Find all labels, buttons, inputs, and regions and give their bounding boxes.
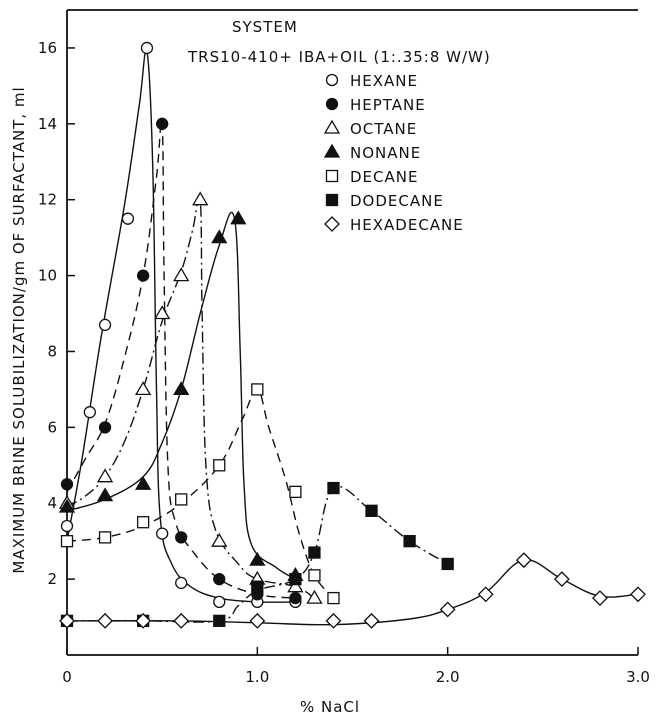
data-point-nonane [173, 381, 190, 396]
data-point-hexadecane [592, 590, 608, 607]
x-tick-label: 3.0 [626, 668, 650, 686]
legend-marker-decane [325, 169, 339, 183]
y-axis-label: MAXIMUM BRINE SOLUBILIZATION/gm OF SURFA… [10, 86, 28, 573]
data-point-dodecane [403, 535, 416, 548]
data-point-nonane [58, 498, 76, 513]
axes: 2 4 6 8 10 12 14 16 0 1.0 2.0 3.0 [38, 9, 650, 686]
data-point-nonane [96, 487, 114, 502]
legend-label-octane: OCTANE [350, 120, 417, 138]
legend-marker-hexadecane [324, 216, 340, 232]
data-point-hexadecane [439, 601, 456, 618]
data-point-octane [96, 468, 114, 483]
data-point-octane [135, 381, 152, 396]
legend-label-dodecane: DODECANE [350, 192, 444, 210]
data-point-hexane [60, 519, 74, 533]
data-point-hexane [140, 41, 154, 55]
y-tick-label: 12 [38, 191, 57, 209]
data-point-decane [136, 516, 150, 529]
data-point-hexadecane [553, 571, 570, 588]
legend-label-hexane: HEXANE [350, 72, 418, 90]
legend-label-nonane: NONANE [350, 144, 421, 162]
data-point-decane [98, 531, 112, 544]
series-line-nonane [66, 211, 296, 580]
x-tick-label: 2.0 [436, 668, 460, 686]
data-point-dodecane [327, 481, 340, 495]
data-point-decane [175, 493, 188, 506]
data-point-hexane [83, 406, 96, 419]
data-point-hexadecane [135, 612, 152, 629]
data-point-dodecane [308, 546, 321, 559]
y-tick-label: 8 [47, 342, 57, 360]
legend-marker-nonane [323, 143, 341, 158]
data-point-octane [154, 305, 171, 320]
series-line-hexane [66, 49, 296, 603]
data-point-decane [60, 535, 74, 548]
legend-label-hexadecane: HEXADECANE [350, 216, 464, 234]
data-point-decane [327, 591, 340, 605]
data-point-octane [192, 191, 209, 206]
data-point-hexane [98, 318, 112, 332]
legend-label-heptane: HEPTANE [350, 96, 426, 114]
legend-marker-octane [323, 119, 341, 134]
x-tick-label: 1.0 [245, 668, 269, 686]
data-point-hexadecane [363, 612, 380, 629]
data-point-hexadecane [477, 586, 494, 603]
data-point-dodecane [441, 557, 454, 571]
data-point-hexane [156, 527, 169, 540]
data-point-hexadecane [325, 612, 342, 629]
legend-label-decane: DECANE [350, 168, 418, 186]
legend-marker-dodecane [325, 193, 339, 207]
chart-title: SYSTEM [232, 18, 298, 36]
data-point-nonane [230, 210, 247, 225]
data-point-heptane [213, 572, 226, 586]
data-point-heptane [156, 117, 169, 130]
data-point-octane [211, 532, 228, 547]
data-point-heptane [98, 421, 112, 434]
data-point-decane [289, 485, 302, 499]
data-point-hexadecane [249, 612, 266, 629]
data-point-heptane [136, 269, 150, 282]
legend-marker-heptane [325, 97, 339, 111]
data-point-heptane [60, 478, 74, 491]
data-point-nonane [135, 475, 152, 490]
y-tick-label: 10 [38, 267, 57, 285]
data-point-decane [213, 459, 226, 472]
x-tick-label: 0 [62, 668, 72, 686]
data-point-decane [251, 383, 264, 396]
series-line-dodecane [66, 485, 449, 623]
y-tick-label: 2 [47, 570, 57, 588]
legend: HEXANE HEPTANE OCTANE NONANE DECANE DODECANE H… [323, 72, 464, 234]
data-point-hexane [175, 576, 188, 590]
data-point-hexadecane [173, 612, 190, 629]
data-point-dodecane [251, 580, 264, 593]
data-point-nonane [211, 229, 228, 244]
data-point-hexadecane [515, 552, 532, 569]
y-tick-label: 16 [38, 39, 57, 57]
legend-marker-hexane [325, 73, 339, 87]
y-tick-label: 6 [47, 418, 57, 436]
data-point-octane [287, 578, 304, 593]
x-axis-label: % NaCl [300, 698, 360, 716]
data-point-octane [173, 267, 190, 282]
data-point-dodecane [365, 504, 378, 517]
series-markers [58, 41, 646, 629]
chart-subtitle: TRS10-410+ IBA+OIL (1:.35:8 W/W) [187, 48, 491, 66]
data-point-dodecane [213, 614, 226, 628]
data-point-hexadecane [630, 586, 646, 603]
data-point-decane [308, 569, 321, 582]
data-point-heptane [175, 531, 188, 544]
data-point-nonane [249, 551, 266, 566]
series-line-hexadecane [66, 559, 639, 626]
y-tick-label: 4 [47, 494, 57, 512]
data-point-octane [306, 589, 323, 604]
series-line-heptane [66, 119, 296, 599]
data-point-hexadecane [97, 612, 113, 629]
data-point-hexadecane [59, 612, 75, 629]
data-point-heptane [289, 591, 302, 605]
data-point-hexane [213, 595, 226, 609]
data-point-hexane [121, 212, 135, 225]
y-tick-label: 14 [38, 115, 57, 133]
data-point-dodecane [289, 572, 302, 586]
